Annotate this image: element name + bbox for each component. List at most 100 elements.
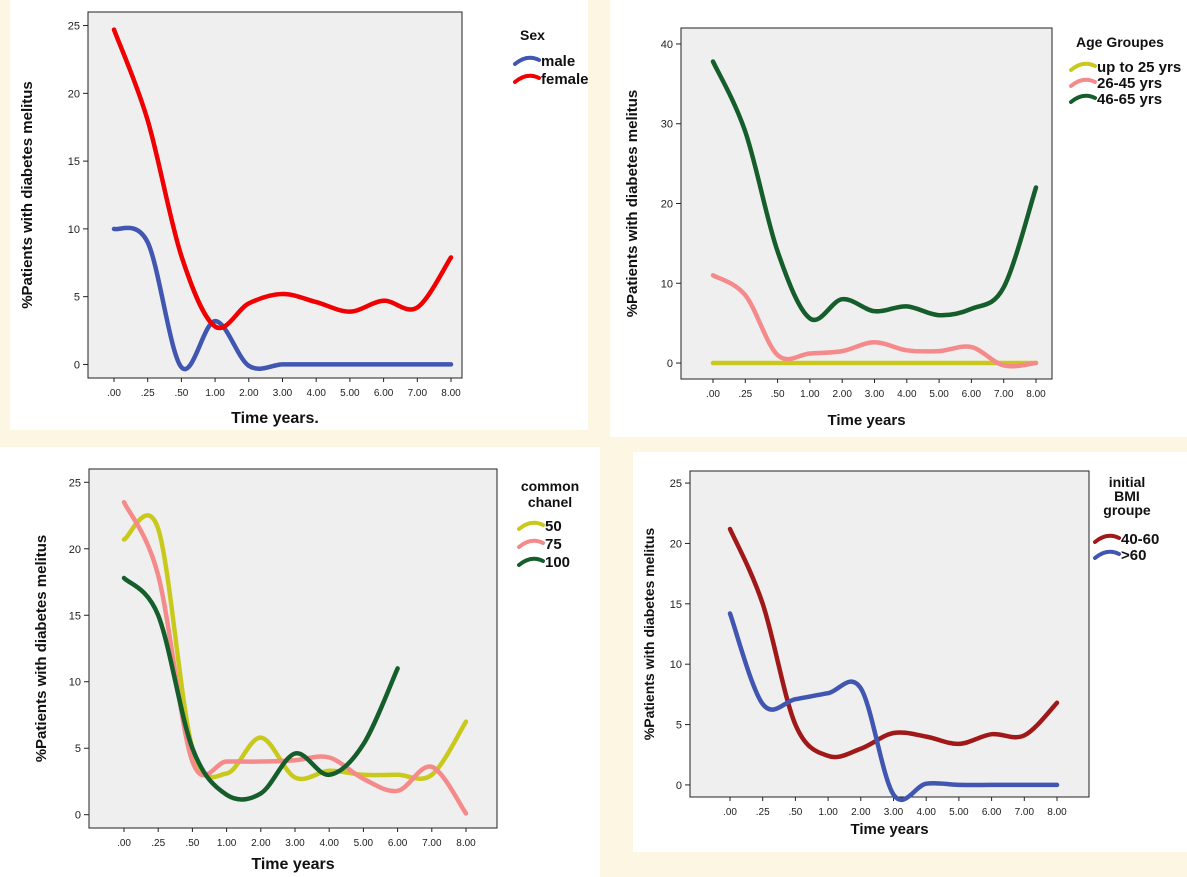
x-tick-label: .50 xyxy=(788,807,802,818)
series->60 xyxy=(727,611,1060,803)
legend-swatch xyxy=(513,73,541,84)
x-tick-label: 5.00 xyxy=(929,389,949,400)
series-line xyxy=(710,59,1039,323)
y-tick-label: 10 xyxy=(69,677,81,689)
series-line xyxy=(710,273,1039,369)
series-line xyxy=(727,526,1060,760)
x-tick-label: .25 xyxy=(756,807,770,818)
x-tick-label: .25 xyxy=(151,838,165,849)
series-female xyxy=(111,27,454,331)
y-tick-label: 25 xyxy=(69,477,81,489)
legend-title: Age Groupes xyxy=(1076,34,1164,50)
x-tick-label: 3.00 xyxy=(884,807,904,818)
x-tick-label: 2.00 xyxy=(851,807,871,818)
chart-panel-age-groups: 0 10 20 30 40 .00 .25 .50 1.00 2.00 3.00 4.00 5.00 6.… xyxy=(610,0,1187,437)
y-tick-label: 0 xyxy=(74,359,80,371)
legend-title: chanel xyxy=(528,494,572,510)
x-tick-label: 4.00 xyxy=(897,389,917,400)
legend-swatch xyxy=(517,520,545,531)
x-tick-label: 1.00 xyxy=(800,389,820,400)
series-line xyxy=(111,27,454,331)
x-tick-label: 1.00 xyxy=(818,807,838,818)
chart-sex: 0 5 10 15 20 25 .00 .25 .50 1.00 2.00 3.00 4.00 5.00 6… xyxy=(19,11,589,427)
x-tick-label: .50 xyxy=(771,389,785,400)
y-tick-label: 0 xyxy=(75,810,81,822)
legend-swatch xyxy=(517,538,545,549)
y-tick-label: 0 xyxy=(676,780,682,792)
series-100 xyxy=(121,575,400,802)
x-tick-label: 3.00 xyxy=(273,388,293,399)
legend-label: 100 xyxy=(545,554,570,571)
chart-initial-bmi: 0 5 10 15 20 25 .00 .25 .50 1.00 2.00 3.00 4.00 5.00 6… xyxy=(641,470,1159,838)
x-tick-label: 1.00 xyxy=(217,838,237,849)
legend-label: 40-60 xyxy=(1121,531,1159,548)
chart-panel-initial-bmi: 0 5 10 15 20 25 .00 .25 .50 1.00 2.00 3.00 4.00 5.00 6… xyxy=(633,452,1187,852)
x-tick-label: .00 xyxy=(723,807,737,818)
x-tick-label: 7.00 xyxy=(994,389,1014,400)
x-tick-label: 1.00 xyxy=(205,388,225,399)
x-tick-label: .00 xyxy=(117,838,131,849)
series-line xyxy=(727,611,1060,803)
x-tick-label: 5.00 xyxy=(354,838,374,849)
y-axis-label: %Patients with diabetes melitus xyxy=(33,535,50,763)
x-tick-label: 6.00 xyxy=(374,388,394,399)
legend-label: female xyxy=(541,71,589,88)
x-tick-label: 8.00 xyxy=(1047,807,1067,818)
x-axis-label: Time years xyxy=(850,821,928,838)
legend-label: up to 25 yrs xyxy=(1097,59,1181,76)
plot-area xyxy=(689,470,1090,798)
x-tick-label: 3.00 xyxy=(865,389,885,400)
legend-swatch xyxy=(517,556,545,567)
y-tick-label: 30 xyxy=(661,119,673,131)
y-axis-label: %Patients with diabetes melitus xyxy=(641,528,657,741)
x-tick-label: 2.00 xyxy=(239,388,259,399)
y-tick-label: 10 xyxy=(670,659,682,671)
y-tick-label: 20 xyxy=(69,544,81,556)
x-tick-label: .50 xyxy=(185,838,199,849)
y-tick-label: 20 xyxy=(670,538,682,550)
x-tick-label: 3.00 xyxy=(285,838,305,849)
x-tick-label: 7.00 xyxy=(422,838,442,849)
legend-swatch xyxy=(1069,77,1097,88)
series-line xyxy=(121,499,469,816)
y-tick-label: 5 xyxy=(74,292,80,304)
x-tick-label: 4.00 xyxy=(916,807,936,818)
x-tick-label: 8.00 xyxy=(441,388,461,399)
legend-label: 26-45 yrs xyxy=(1097,75,1162,92)
y-tick-label: 0 xyxy=(667,358,673,370)
legend-title: initial xyxy=(1109,474,1146,490)
x-tick-label: 2.00 xyxy=(251,838,271,849)
x-tick-label: 8.00 xyxy=(456,838,476,849)
y-tick-label: 25 xyxy=(670,478,682,490)
plot-area xyxy=(680,27,1053,380)
legend-swatch xyxy=(1069,61,1097,72)
legend-swatch xyxy=(1069,93,1097,104)
y-tick-label: 10 xyxy=(68,224,80,236)
x-tick-label: 8.00 xyxy=(1026,389,1046,400)
x-tick-label: 7.00 xyxy=(1015,807,1035,818)
y-tick-label: 5 xyxy=(676,720,682,732)
y-tick-label: 10 xyxy=(661,278,673,290)
series-line xyxy=(121,575,400,802)
legend-label: >60 xyxy=(1121,547,1146,564)
x-axis-label: Time years. xyxy=(231,410,319,427)
x-tick-label: 4.00 xyxy=(319,838,339,849)
series-male xyxy=(111,225,454,372)
legend-label: 46-65 yrs xyxy=(1097,91,1162,108)
legend-label: 75 xyxy=(545,536,562,553)
x-tick-label: 6.00 xyxy=(982,807,1002,818)
y-tick-label: 15 xyxy=(69,610,81,622)
plot-area xyxy=(87,11,463,379)
series-26-45 yrs xyxy=(710,273,1039,369)
y-axis-label: %Patients with diabetes melitus xyxy=(19,81,36,309)
y-tick-label: 20 xyxy=(661,199,673,211)
legend-swatch xyxy=(1093,549,1121,560)
series-line xyxy=(111,225,454,372)
y-tick-label: 15 xyxy=(670,599,682,611)
legend-title: common xyxy=(521,478,579,494)
legend-title: BMI xyxy=(1114,488,1140,504)
chart-panel-common-chanel: 0 5 10 15 20 25 .00 .25 .50 1.00 2.00 3.00 4.00 5.00 6… xyxy=(0,447,600,877)
